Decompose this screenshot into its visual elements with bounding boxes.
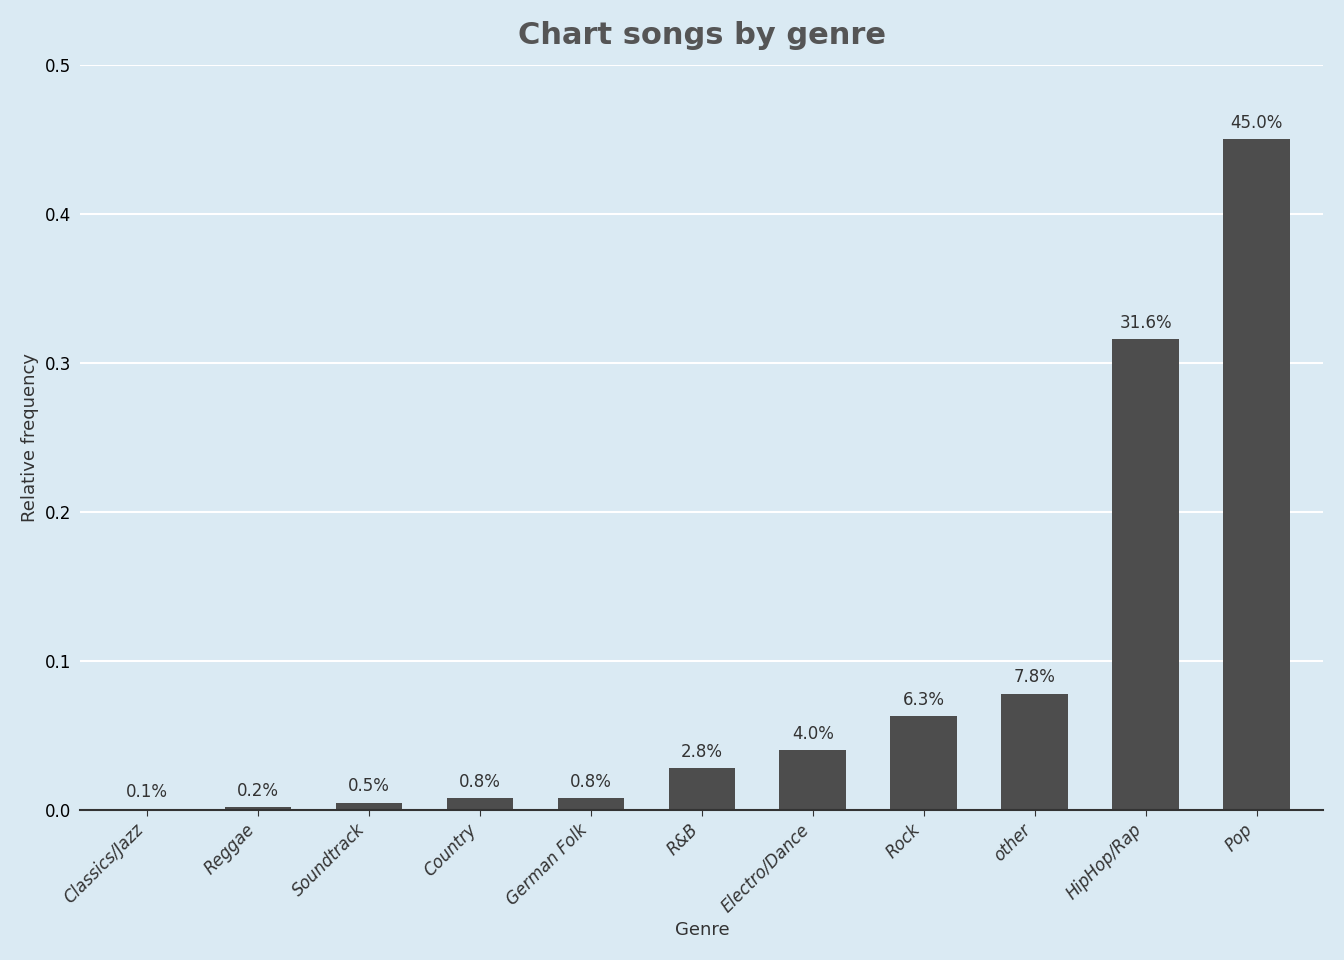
Bar [558, 798, 624, 810]
Title: Chart songs by genre: Chart songs by genre [517, 21, 886, 50]
Text: 0.8%: 0.8% [460, 773, 501, 791]
Text: 0.5%: 0.5% [348, 778, 390, 795]
Text: 0.2%: 0.2% [237, 781, 280, 800]
Bar [446, 798, 513, 810]
Bar [224, 807, 292, 810]
Bar [780, 751, 847, 810]
Text: 0.1%: 0.1% [126, 783, 168, 802]
Bar [1001, 694, 1068, 810]
Bar [336, 803, 402, 810]
Text: 6.3%: 6.3% [903, 690, 945, 708]
Bar [668, 768, 735, 810]
Text: 0.8%: 0.8% [570, 773, 612, 791]
Bar [891, 716, 957, 810]
Bar [1113, 339, 1179, 810]
Bar [114, 808, 180, 810]
Text: 7.8%: 7.8% [1013, 668, 1055, 686]
Text: 45.0%: 45.0% [1230, 113, 1282, 132]
Text: 2.8%: 2.8% [681, 743, 723, 761]
Bar [1223, 139, 1290, 810]
Text: 31.6%: 31.6% [1120, 314, 1172, 331]
Y-axis label: Relative frequency: Relative frequency [22, 353, 39, 522]
Text: 4.0%: 4.0% [792, 725, 833, 743]
X-axis label: Genre: Genre [675, 922, 730, 939]
